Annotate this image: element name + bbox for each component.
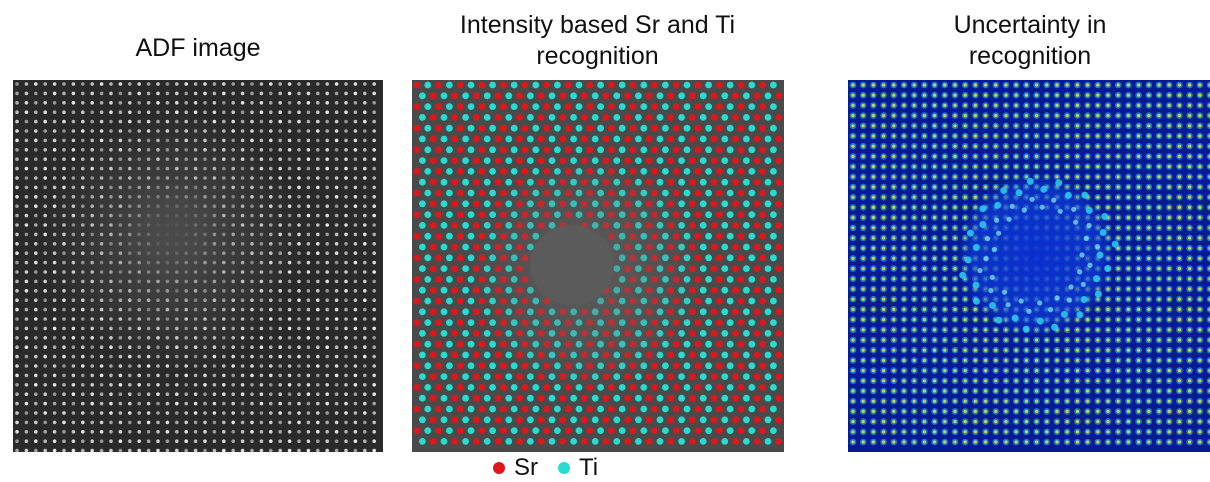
uncertainty-title-line-1: Uncertainty in (953, 11, 1107, 39)
recognition-image (412, 80, 784, 452)
adf-image (13, 80, 383, 452)
uncertainty-image (848, 80, 1210, 452)
recognition-panel-title: Intensity based Sr and Ti recognition (405, 10, 790, 72)
recognition-title-line-2: recognition (536, 42, 659, 70)
adf-title-line-1: ADF image (135, 34, 261, 62)
adf-panel-title: ADF image (13, 33, 383, 64)
recognition-title-line-1: Intensity based Sr and Ti (459, 11, 736, 39)
recognition-void-region (530, 225, 614, 305)
uncertainty-title-line-2: recognition (968, 42, 1092, 70)
uncertainty-panel-title: Uncertainty in recognition (850, 10, 1210, 72)
